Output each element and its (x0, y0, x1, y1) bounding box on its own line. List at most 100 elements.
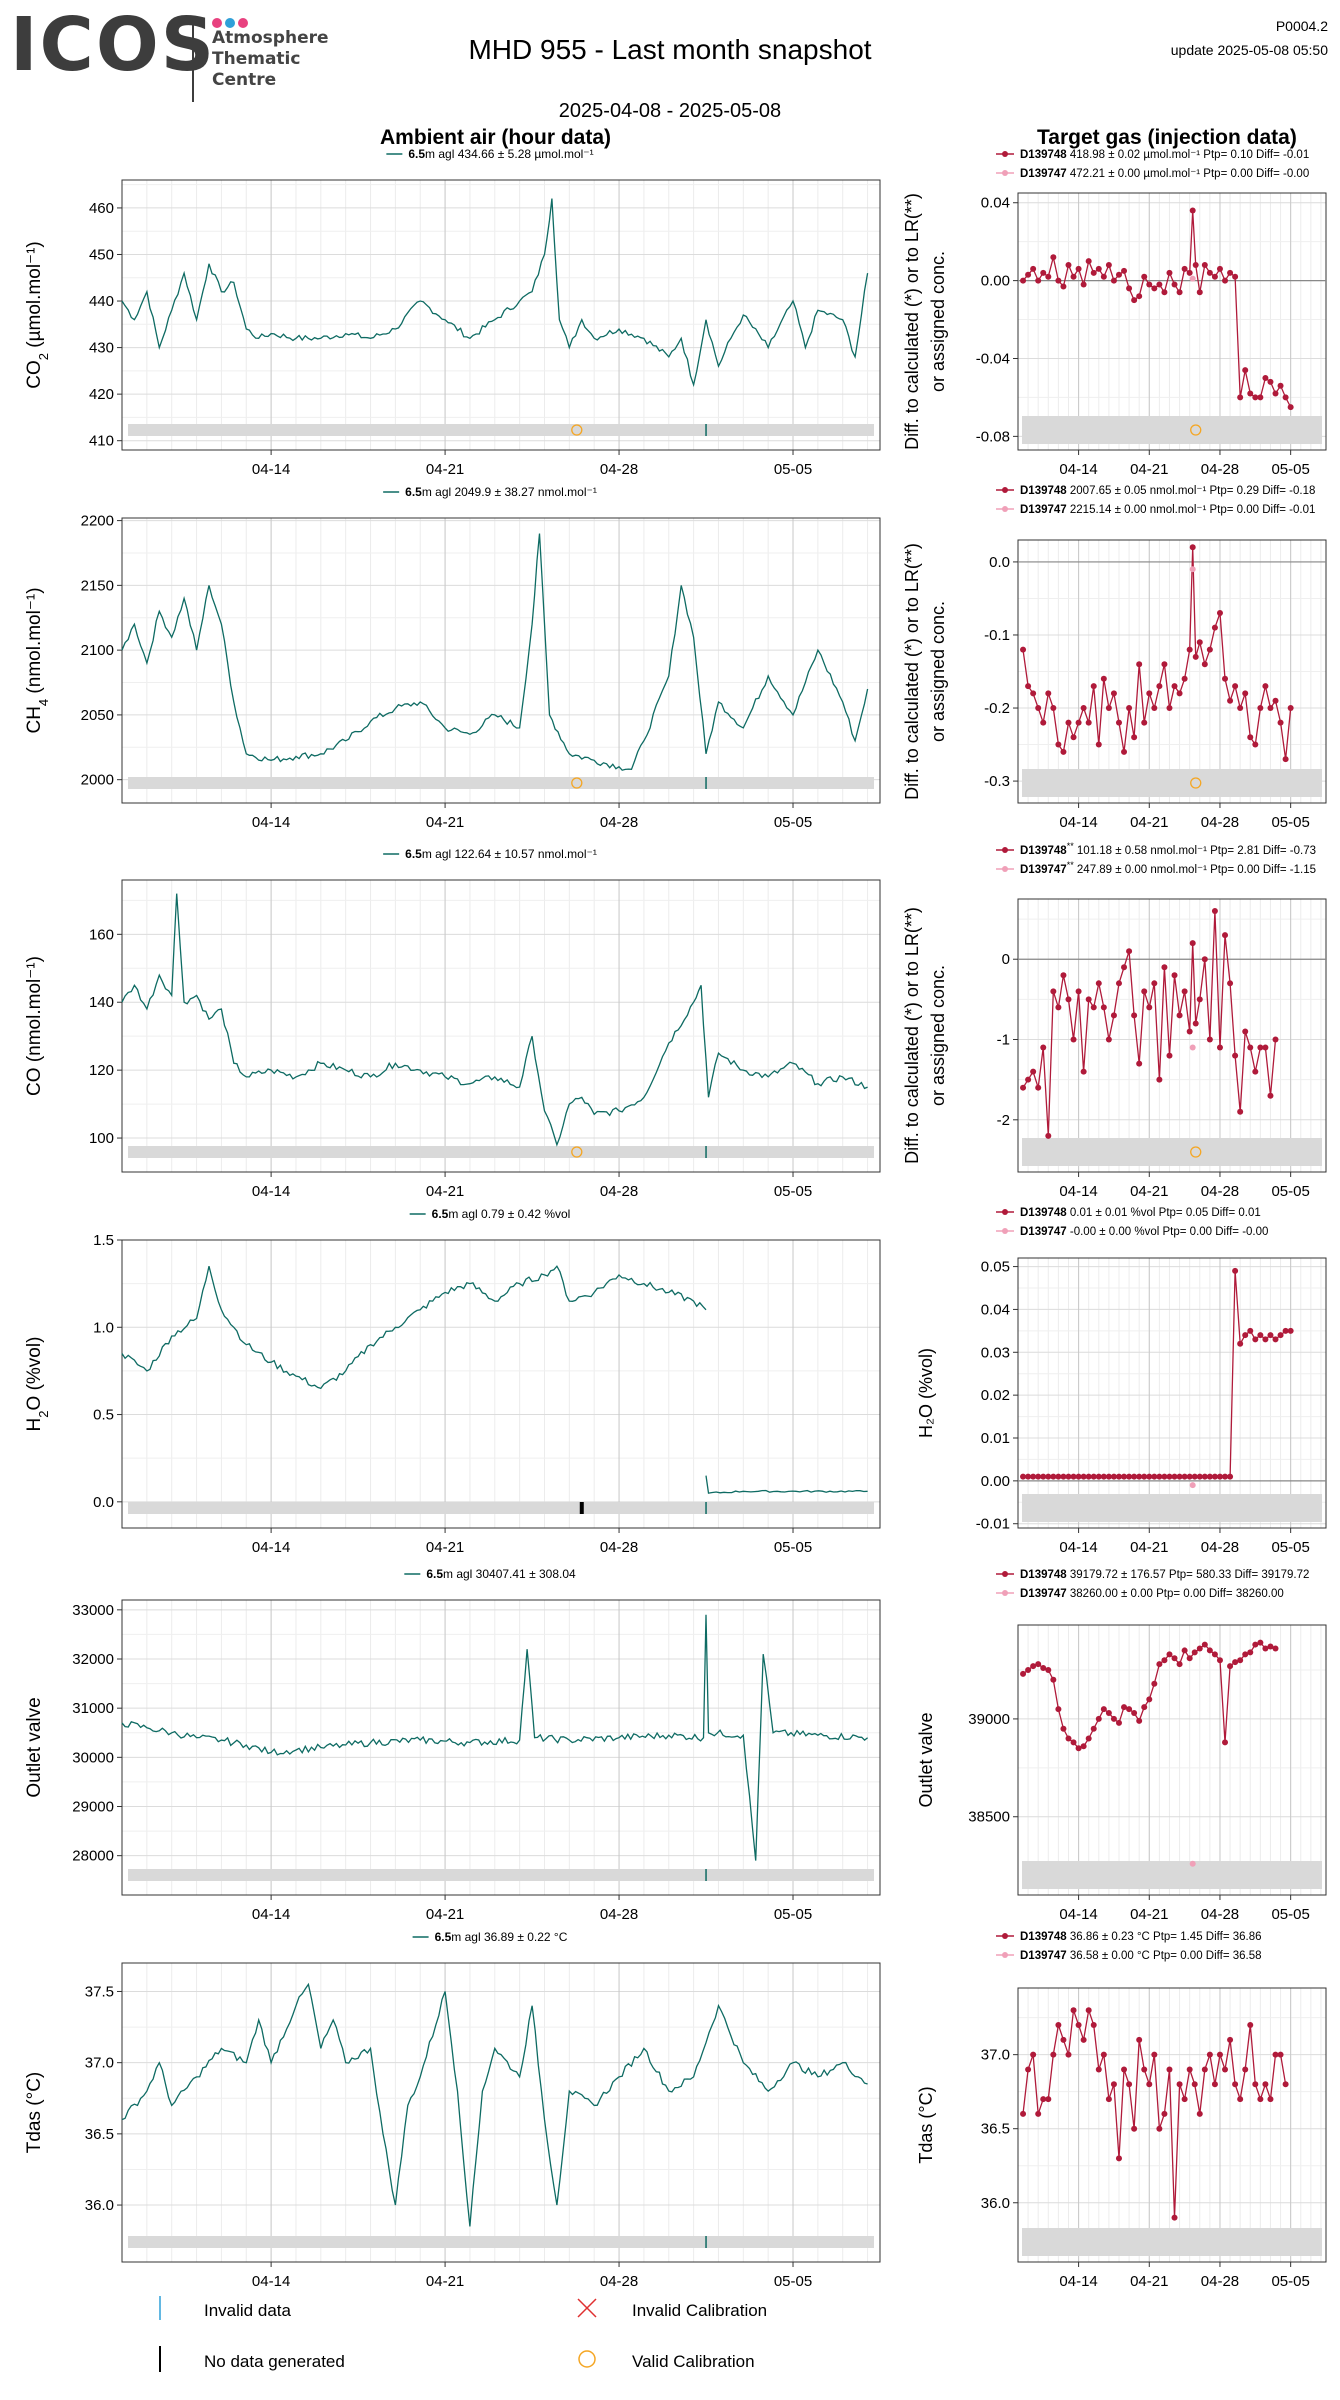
target-point (1237, 2096, 1244, 2103)
valid-calibration-marker (1190, 777, 1202, 789)
x-tick-label: 04-14 (1059, 2273, 1097, 2290)
target-point (1206, 1473, 1213, 1480)
target-point (1191, 1473, 1198, 1480)
target-point (1085, 719, 1092, 726)
target-point (1070, 1036, 1077, 1043)
y-axis-label: or assigned conc. (928, 251, 948, 392)
y-axis-label-tail: (nmol.mol⁻¹) (24, 587, 45, 698)
logo-subtitle: Atmosphere Thematic Centre (212, 18, 329, 91)
target-point (1080, 1743, 1087, 1750)
target-point (1105, 1473, 1112, 1480)
target-point (1045, 690, 1052, 697)
y-axis-label: Outlet valve (916, 1712, 936, 1807)
target-point (1227, 1663, 1234, 1670)
y-tick-label: 160 (89, 926, 114, 943)
y-axis-label: Diff. to calculated (*) or to LR(**) (902, 543, 922, 800)
y-axis-label: CH4 (nmol.mol⁻¹) (24, 587, 51, 733)
target-point (1105, 2096, 1112, 2103)
target-legend-entry: D139748** 101.18 ± 0.58 nmol.mol⁻¹ Ptp= … (996, 841, 1316, 857)
y-tick-label: -2 (997, 1112, 1010, 1129)
valid-calibration-marker (571, 424, 583, 436)
y-tick-label: 1.0 (93, 1319, 114, 1336)
target-point (1126, 705, 1133, 712)
target-point (1166, 705, 1173, 712)
target-point (1040, 1473, 1047, 1480)
target-point (1282, 2081, 1289, 2088)
target-point (1277, 1332, 1284, 1339)
target-point (1121, 267, 1128, 274)
target-point (1055, 1004, 1062, 1011)
y-axis-label: H₂O (%vol) (916, 1348, 936, 1438)
target-point (1115, 2155, 1122, 2162)
target-point (1222, 932, 1229, 939)
target-point (1131, 1012, 1138, 1019)
x-tick-label: 04-21 (426, 1906, 464, 1923)
target-point (1105, 262, 1112, 269)
y-tick-label: 36.0 (85, 2197, 114, 2214)
y-tick-label: 0 (1002, 951, 1010, 968)
target-point (1146, 1696, 1153, 1703)
legend-cylinder-id: D139748 (1020, 1569, 1067, 1581)
target-point (1156, 1076, 1163, 1083)
target-point (1176, 2081, 1183, 2088)
target-point (1025, 271, 1032, 278)
target-legend-text: D139748 0.01 ± 0.01 %vol Ptp= 0.05 Diff=… (1020, 1207, 1261, 1219)
logo-sub-line: Centre (212, 70, 277, 90)
target-legend-text: D139748 418.98 ± 0.02 µmol.mol⁻¹ Ptp= 0.… (1020, 149, 1309, 161)
target-point (1045, 2096, 1052, 2103)
target-point (1161, 289, 1168, 296)
x-tick-label: 04-14 (252, 1906, 290, 1923)
target-point (1161, 661, 1168, 668)
target-point (1247, 1327, 1254, 1334)
target-point (1176, 289, 1183, 296)
target-point (1192, 262, 1199, 269)
target-legend-entry: D139747 -0.00 ± 0.00 %vol Ptp= 0.00 Diff… (996, 1226, 1268, 1238)
x-tick-label: 04-14 (252, 2273, 290, 2290)
target-point (1131, 1710, 1138, 1717)
target-point (1262, 374, 1269, 381)
ambient-chart-h2o: 04-14 04-21 04-28 05-05 0.0 0.5 1.0 1.5 H2O (%vo… (24, 1207, 881, 1556)
target-point (1247, 2022, 1254, 2029)
flag-band (128, 777, 874, 789)
legend-cylinder-id: D139747 (1020, 504, 1067, 516)
target-point (1176, 1661, 1183, 1668)
target-point (1070, 1473, 1077, 1480)
legend-height: 6.5 (408, 147, 425, 161)
target-point-secondary (1189, 566, 1196, 573)
target-point (1085, 2007, 1092, 2014)
legend-invalid-data-label: Invalid data (204, 2301, 291, 2320)
target-point (1222, 277, 1229, 284)
flag-band (128, 1869, 874, 1881)
target-point (1045, 1667, 1052, 1673)
y-tick-label: 33000 (72, 1602, 114, 1619)
x-tick-label: 04-28 (600, 1906, 638, 1923)
y-tick-label: 0.00 (981, 1473, 1010, 1490)
series-legend-text: 6.5m agl 434.66 ± 5.28 µmol.mol⁻¹ (408, 147, 593, 161)
logo-dot (238, 18, 248, 28)
target-point (1201, 661, 1208, 668)
ambient-series-line (121, 893, 868, 1147)
target-point (1100, 2051, 1107, 2058)
target-point (1085, 258, 1092, 265)
target-point (1020, 646, 1027, 653)
legend-stats: m agl 434.66 ± 5.28 µmol.mol⁻¹ (425, 147, 594, 161)
ambient-series-line (705, 1475, 868, 1494)
x-tick-label: 05-05 (774, 1183, 812, 1200)
target-point (1080, 1473, 1087, 1480)
target-point (1025, 1667, 1032, 1673)
legend-stats: 101.18 ± 0.58 nmol.mol⁻¹ Ptp= 2.81 Diff=… (1074, 845, 1316, 857)
target-point-secondary (1189, 1860, 1196, 1867)
plot-border (121, 1599, 881, 1896)
target-point (1181, 675, 1188, 682)
target-point (1020, 1084, 1027, 1091)
target-point (1181, 1473, 1188, 1480)
series-legend-text: 6.5m agl 30407.41 ± 308.04 (426, 1567, 576, 1581)
target-point (1176, 1012, 1183, 1019)
target-point (1115, 1719, 1122, 1726)
target-point (1181, 1647, 1188, 1654)
legend-point-swatch (1002, 506, 1008, 512)
target-point (1282, 394, 1289, 401)
target-point (1227, 980, 1234, 987)
legend-cylinder-id: D139747 (1020, 864, 1067, 876)
target-point (1186, 269, 1193, 276)
